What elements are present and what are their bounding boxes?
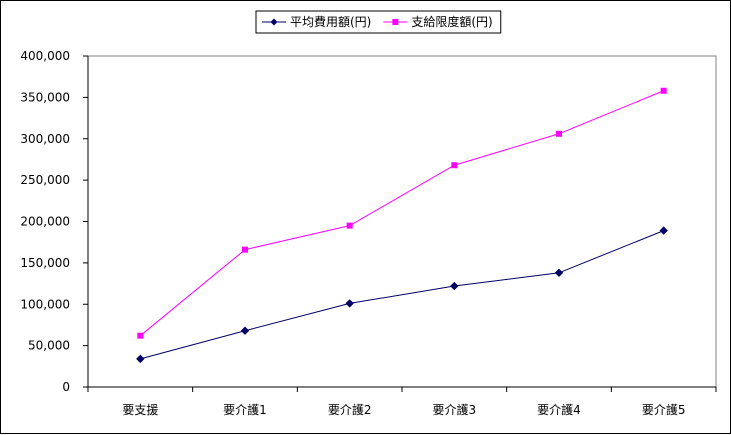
y-tick-label: 50,000 [28,339,70,353]
data-point [450,281,459,291]
y-tick-label: 150,000 [20,256,70,270]
y-tick-label: 250,000 [20,173,70,187]
legend-marker [270,18,278,26]
y-tick-label: 400,000 [20,49,70,63]
data-point [136,354,145,364]
plot-area [87,55,717,388]
data-point [556,130,562,137]
x-tick-label: 要介護1 [223,402,267,417]
axes: 0 50,000 100,000 150,000 200,000 250,000 300,0… [20,49,717,417]
y-tick-label: 350,000 [20,90,70,104]
data-point [554,268,564,278]
series-layer [136,87,668,364]
legend-box [255,10,502,34]
x-tick-label: 要介護4 [537,402,581,417]
legend-label: 支給限度額(円) [411,14,492,29]
x-tick-label: 要介護5 [642,402,686,417]
legend-item-1: 平均費用額(円) [262,14,371,29]
data-point [137,332,144,339]
data-point [345,299,354,308]
legend: 平均費用額(円) 支給限度額(円) [255,10,502,34]
data-point [660,87,667,94]
series-2 [137,87,667,339]
data-point [240,326,250,335]
y-tick-label: 0 [62,380,70,394]
y-tick-label: 100,000 [20,297,70,311]
x-tick-label: 要介護3 [433,402,477,417]
x-tick-label: 要支援 [122,403,158,417]
data-point [659,226,668,235]
series-line [140,230,664,360]
legend-label: 平均費用額(円) [290,14,371,29]
data-point [346,222,353,229]
legend-item-2: 支給限度額(円) [383,14,493,29]
legend-marker [392,19,399,25]
data-point [451,162,458,169]
data-point [242,246,248,253]
series-line [140,90,664,337]
x-tick-label: 要介護2 [328,402,372,417]
y-tick-label: 200,000 [20,215,70,229]
series-1 [136,226,668,364]
y-tick-label: 300,000 [20,132,70,146]
